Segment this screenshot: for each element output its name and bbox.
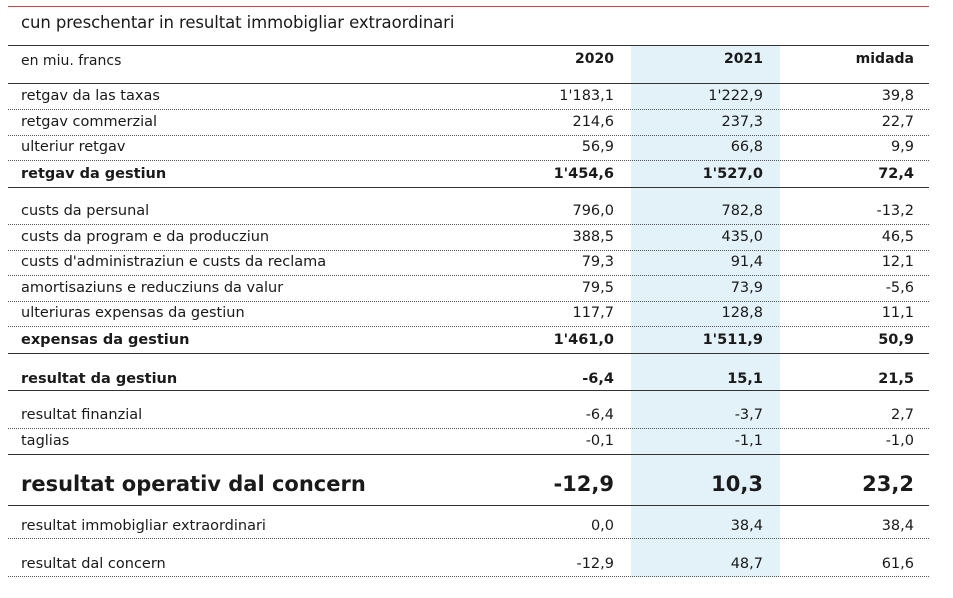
row-label: resultat finanzial — [21, 407, 143, 423]
value-2020: 1'183,1 — [559, 88, 614, 104]
value-2020: 79,3 — [581, 254, 614, 270]
row-label: retgav da las taxas — [21, 88, 160, 104]
value-midada: 12,1 — [881, 254, 914, 270]
row-label: resultat operativ dal concern — [21, 472, 366, 496]
table-header-row: en miu. francs 2020 2021 midada — [8, 50, 929, 84]
value-2020: 56,9 — [581, 139, 614, 155]
top-accent-rule — [8, 6, 929, 7]
row-label: custs d'administraziun e custs da reclam… — [21, 254, 327, 270]
value-midada: 61,6 — [881, 556, 914, 572]
value-2020: 214,6 — [572, 114, 614, 130]
value-2020: 1'454,6 — [553, 166, 614, 182]
unit-label: en miu. francs — [21, 53, 122, 69]
value-midada: 21,5 — [878, 371, 914, 387]
row-label: resultat da gestiun — [21, 371, 178, 387]
value-midada: 50,9 — [878, 332, 914, 348]
value-2021: 435,0 — [721, 229, 763, 245]
value-2021: 128,8 — [721, 305, 763, 321]
value-2021: 38,4 — [730, 518, 763, 534]
value-2020: 117,7 — [572, 305, 614, 321]
table-row: taglias -0,1 -1,1 -1,0 — [8, 433, 929, 455]
table-row: resultat finanzial -6,4 -3,7 2,7 — [8, 407, 929, 429]
table-row: amortisaziuns e reducziuns da valur 79,5… — [8, 280, 929, 302]
column-header-midada: midada — [855, 51, 914, 67]
value-midada: 11,1 — [881, 305, 914, 321]
table-row: resultat immobigliar extraordinari 0,0 3… — [8, 518, 929, 539]
table-row: resultat dal concern -12,9 48,7 61,6 — [8, 556, 929, 577]
subtotal-row: resultat da gestiun -6,4 15,1 21,5 — [8, 371, 929, 391]
value-2021: 1'511,9 — [702, 332, 763, 348]
table-row: custs d'administraziun e custs da reclam… — [8, 254, 929, 276]
value-2020: -12,9 — [553, 472, 614, 496]
highlight-column-2021 — [631, 45, 780, 577]
value-midada: 38,4 — [881, 518, 914, 534]
row-label: custs da persunal — [21, 203, 150, 219]
value-2021: 91,4 — [730, 254, 763, 270]
value-2020: -12,9 — [576, 556, 614, 572]
value-midada: 72,4 — [878, 166, 914, 182]
table-title: cun preschentar in resultat immobigliar … — [21, 13, 455, 32]
value-2020: 1'461,0 — [553, 332, 614, 348]
subtotal-row: expensas da gestiun 1'461,0 1'511,9 50,9 — [8, 332, 929, 354]
table-row: retgav da las taxas 1'183,1 1'222,9 39,8 — [8, 88, 929, 110]
table-row: ulteriur retgav 56,9 66,8 9,9 — [8, 139, 929, 161]
row-label: taglias — [21, 433, 70, 449]
value-midada: 2,7 — [890, 407, 914, 423]
row-label: resultat immobigliar extraordinari — [21, 518, 266, 534]
header-top-rule — [8, 45, 929, 46]
row-label: ulteriuras expensas da gestiun — [21, 305, 245, 321]
value-2021: 782,8 — [721, 203, 763, 219]
total-row-large: resultat operativ dal concern -12,9 10,3… — [8, 470, 929, 506]
table-row: ulteriuras expensas da gestiun 117,7 128… — [8, 305, 929, 327]
value-midada: -1,0 — [885, 433, 914, 449]
row-label: ulteriur retgav — [21, 139, 126, 155]
row-label: expensas da gestiun — [21, 332, 190, 348]
value-midada: -13,2 — [876, 203, 914, 219]
value-2020: -0,1 — [585, 433, 614, 449]
value-midada: 39,8 — [881, 88, 914, 104]
table-row: custs da persunal 796,0 782,8 -13,2 — [8, 203, 929, 225]
row-label: resultat dal concern — [21, 556, 166, 572]
value-2021: 10,3 — [711, 472, 763, 496]
subtotal-row: retgav da gestiun 1'454,6 1'527,0 72,4 — [8, 166, 929, 188]
value-midada: 23,2 — [862, 472, 914, 496]
value-2021: 48,7 — [730, 556, 763, 572]
value-midada: 22,7 — [881, 114, 914, 130]
column-header-2021: 2021 — [724, 51, 763, 67]
column-header-2020: 2020 — [575, 51, 614, 67]
value-midada: 46,5 — [881, 229, 914, 245]
value-2020: 0,0 — [590, 518, 614, 534]
row-label: retgav commerzial — [21, 114, 158, 130]
value-2021: 237,3 — [721, 114, 763, 130]
row-label: retgav da gestiun — [21, 166, 167, 182]
value-2020: -6,4 — [585, 407, 614, 423]
value-2020: 796,0 — [572, 203, 614, 219]
value-2021: 66,8 — [730, 139, 763, 155]
value-midada: 9,9 — [890, 139, 914, 155]
value-2021: 1'222,9 — [708, 88, 763, 104]
table-row: custs da program e da producziun 388,5 4… — [8, 229, 929, 251]
row-label: amortisaziuns e reducziuns da valur — [21, 280, 284, 296]
value-2020: 79,5 — [581, 280, 614, 296]
value-midada: -5,6 — [885, 280, 914, 296]
value-2021: 15,1 — [727, 371, 763, 387]
value-2021: -1,1 — [734, 433, 763, 449]
table-row: retgav commerzial 214,6 237,3 22,7 — [8, 114, 929, 136]
value-2021: 1'527,0 — [702, 166, 763, 182]
value-2020: 388,5 — [572, 229, 614, 245]
value-2021: -3,7 — [734, 407, 763, 423]
value-2020: -6,4 — [582, 371, 614, 387]
row-label: custs da program e da producziun — [21, 229, 270, 245]
value-2021: 73,9 — [730, 280, 763, 296]
